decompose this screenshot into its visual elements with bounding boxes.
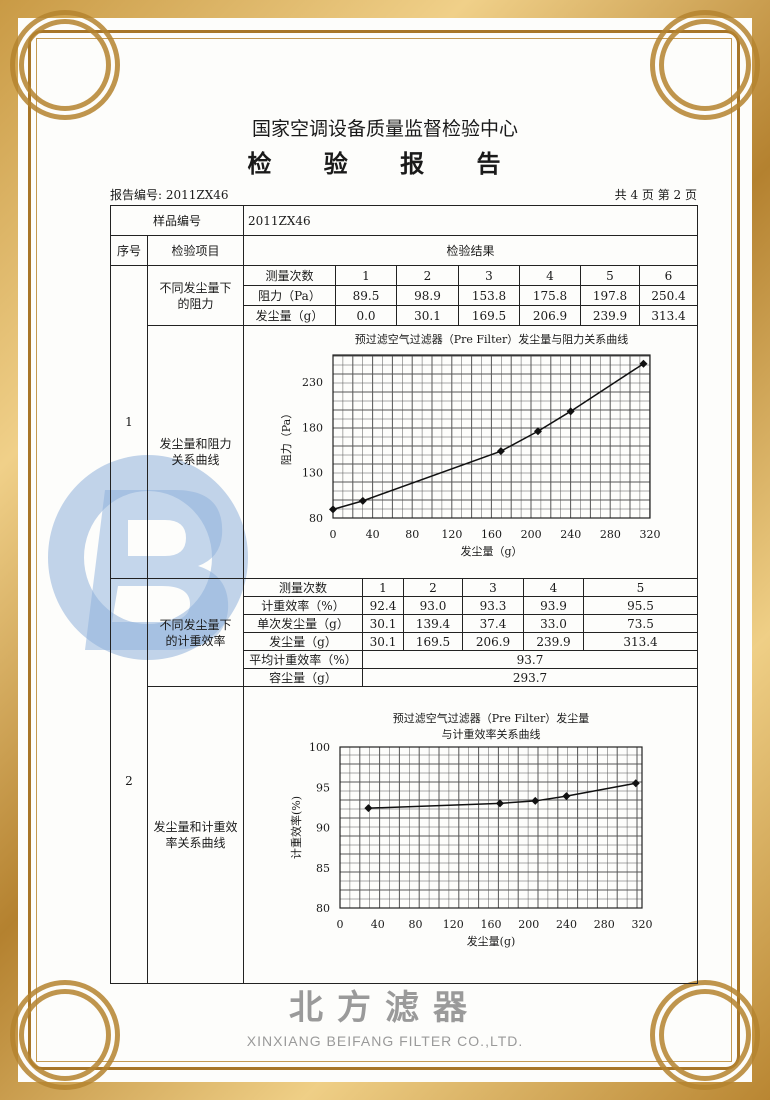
data-point	[631, 779, 640, 788]
y-tick-label: 85	[316, 862, 330, 875]
series-line	[332, 363, 644, 511]
page-info: 共 4 页 第 2 页	[614, 188, 697, 202]
plot-frame	[339, 746, 643, 909]
x-tick-label: 160	[481, 918, 502, 931]
x-tick-label: 40	[366, 528, 380, 541]
report-title: 检 验 报 告	[247, 150, 523, 178]
data-point	[358, 496, 367, 505]
data-point	[639, 359, 648, 368]
data-point	[562, 792, 571, 801]
data-point	[329, 505, 337, 514]
x-tick-label: 280	[600, 528, 621, 541]
ornate-border	[28, 30, 740, 1070]
data-point	[496, 447, 505, 456]
y-tick-label: 90	[316, 822, 330, 835]
chart-title: 与计重效率关系曲线	[442, 727, 541, 741]
y-tick-label: 180	[302, 421, 323, 434]
x-axis-label: 发尘量(g)	[467, 934, 516, 948]
x-tick-label: 240	[556, 918, 577, 931]
y-tick-label: 80	[309, 512, 323, 525]
y-axis-label: 计重效率(%)	[289, 796, 303, 859]
x-tick-label: 0	[337, 918, 344, 931]
x-tick-label: 280	[594, 918, 615, 931]
x-tick-label: 40	[371, 918, 385, 931]
report-number: 报告编号: 2011ZX46	[110, 188, 229, 202]
data-point	[495, 799, 504, 808]
data-point	[364, 804, 373, 813]
x-tick-label: 160	[481, 528, 502, 541]
plot-frame	[332, 354, 651, 519]
y-tick-label: 100	[309, 741, 330, 754]
table-cell: 293.7	[362, 668, 698, 687]
y-tick-label: 95	[316, 781, 330, 794]
organization-name: 国家空调设备质量监督检验中心	[251, 118, 518, 140]
x-tick-label: 240	[560, 528, 581, 541]
x-tick-label: 200	[518, 918, 539, 931]
watermark-company-cn: 北方滤器	[289, 988, 481, 1028]
x-tick-label: 80	[409, 918, 423, 931]
data-point	[566, 407, 575, 416]
table-cell: 313.4	[639, 305, 698, 326]
y-tick-label: 130	[302, 467, 323, 480]
inner-border	[36, 38, 732, 1062]
x-axis-label: 发尘量（g）	[460, 544, 522, 558]
y-tick-label: 230	[302, 376, 323, 389]
x-tick-label: 320	[632, 918, 653, 931]
watermark-company-en: XINXIANG BEIFANG FILTER CO.,LTD.	[246, 1033, 524, 1049]
x-tick-label: 120	[441, 528, 462, 541]
x-tick-label: 0	[330, 528, 337, 541]
chart-title: 预过滤空气过滤器（Pre Filter）发尘量与阻力关系曲线	[355, 332, 629, 346]
chart-title: 预过滤空气过滤器（Pre Filter）发尘量	[393, 711, 590, 725]
x-tick-label: 200	[521, 528, 542, 541]
data-point	[533, 427, 542, 436]
y-axis-label: 阻力（Pa）	[280, 408, 293, 465]
x-tick-label: 80	[405, 528, 419, 541]
data-point	[531, 796, 540, 805]
y-tick-label: 80	[316, 902, 330, 915]
x-tick-label: 320	[640, 528, 661, 541]
x-tick-label: 120	[443, 918, 464, 931]
